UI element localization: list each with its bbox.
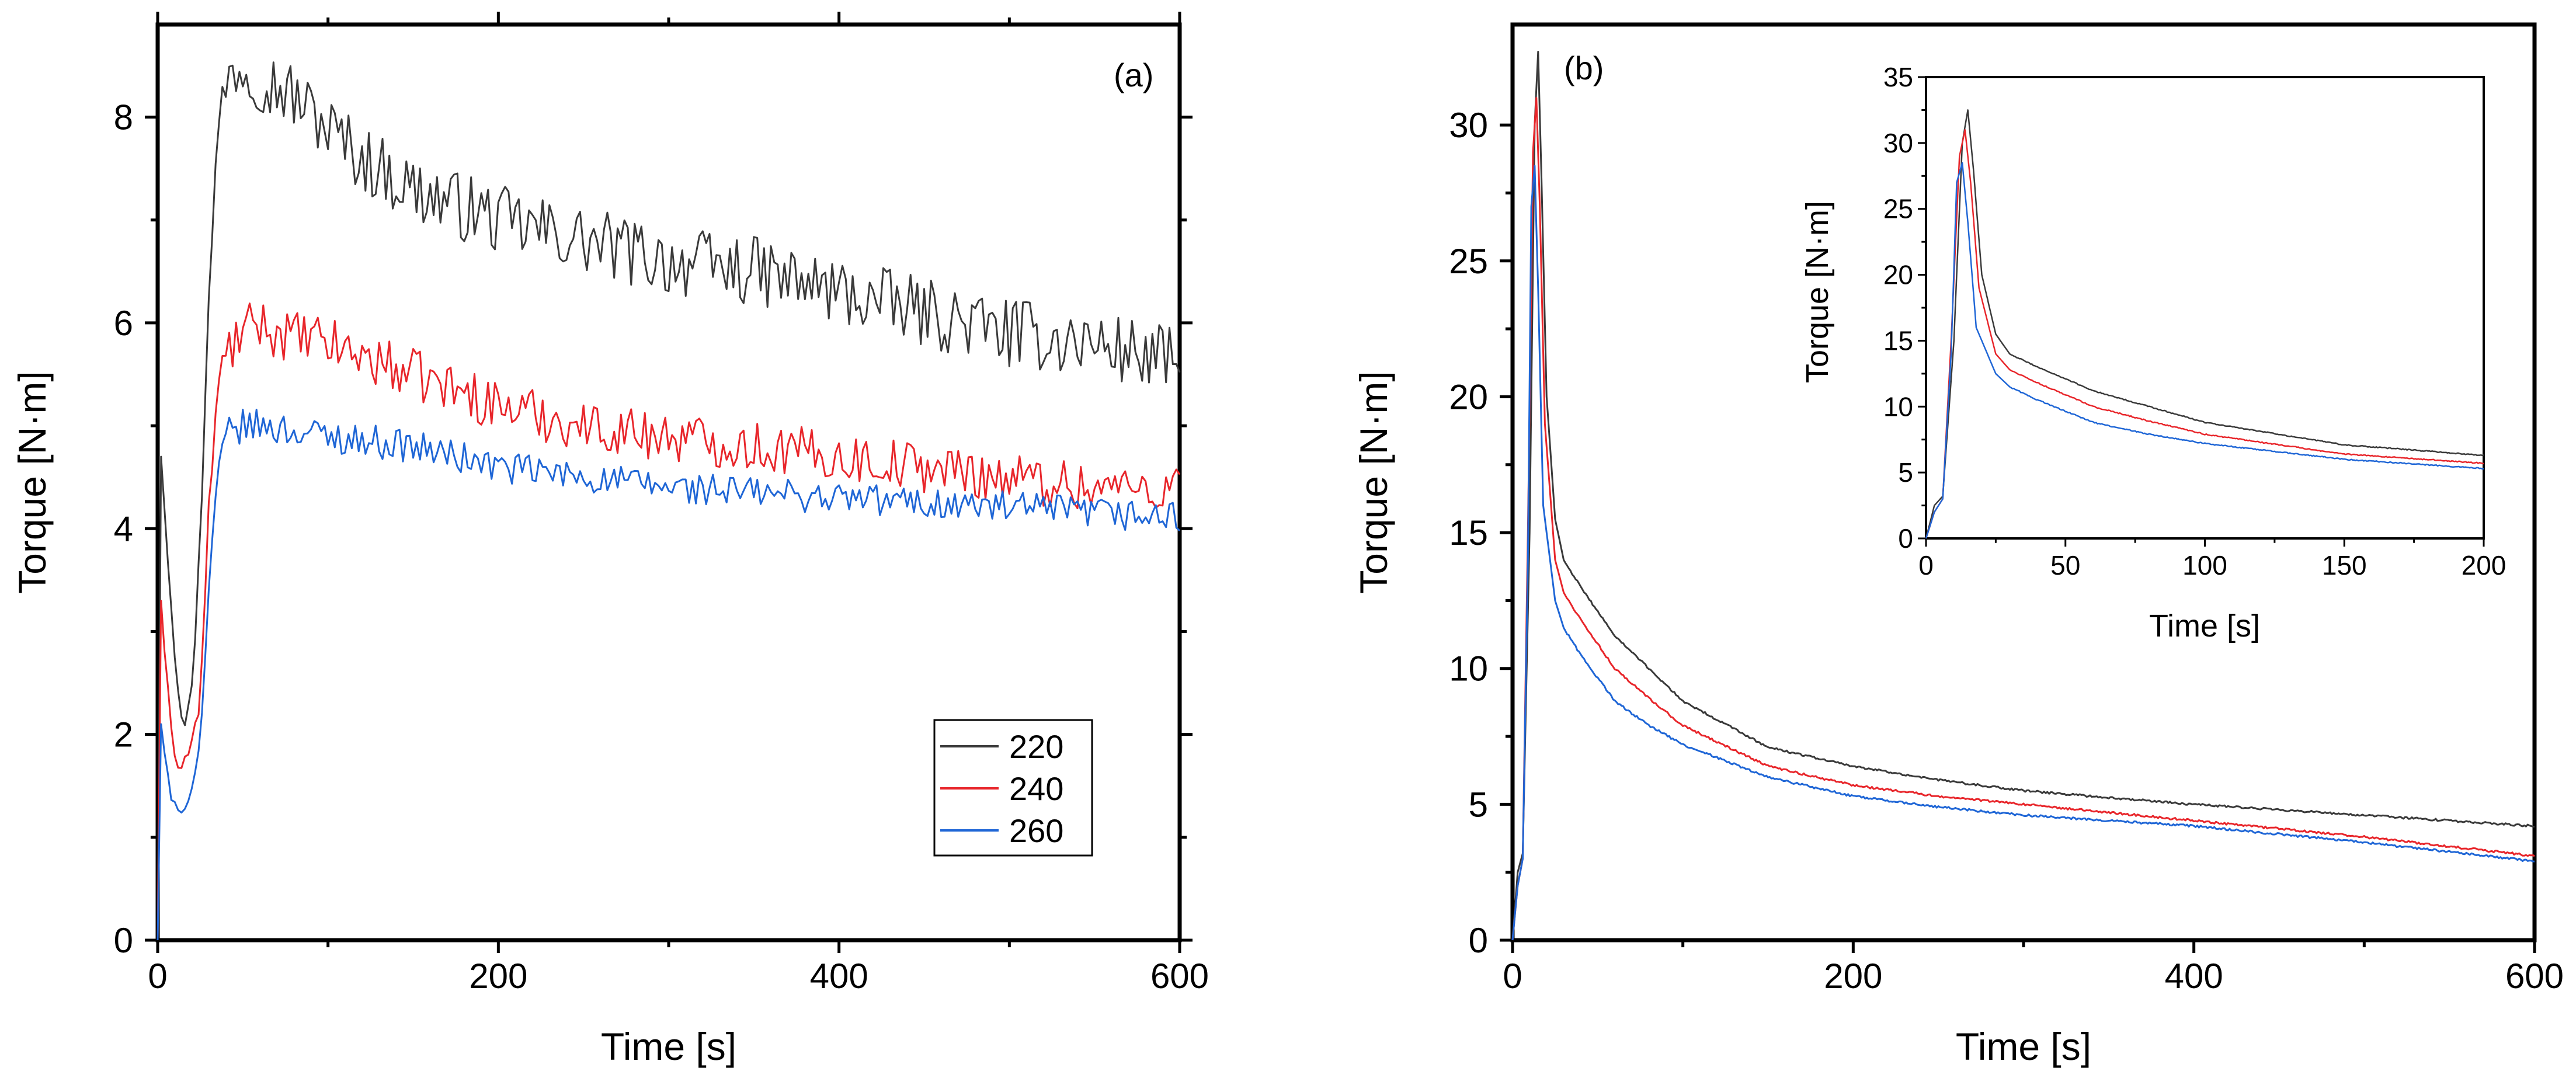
- x-tick-label: 50: [2050, 550, 2080, 580]
- y-tick-label: 10: [1449, 649, 1488, 688]
- legend-label-260: 260: [1009, 812, 1063, 849]
- panel-b-series-lines: [1511, 51, 2535, 941]
- panel-a-x-axis-title: Time [s]: [601, 1025, 736, 1068]
- y-tick-label: 30: [1449, 106, 1488, 145]
- panel-b-tag: (b): [1564, 50, 1604, 86]
- x-tick-label: 200: [1824, 957, 1882, 996]
- y-tick-label: 0: [1898, 523, 1913, 554]
- panel-a-chart: 0 200 400 600 0 2 4 6 8 (a) Time [s] Torque [N·m…: [11, 12, 1209, 1068]
- series-line-260: [157, 408, 1181, 941]
- x-tick-label: 150: [2322, 550, 2367, 580]
- y-tick-label: 0: [1469, 921, 1488, 960]
- y-tick-label: 5: [1469, 785, 1488, 824]
- series-line-220: [157, 61, 1181, 941]
- series-line-260: [1925, 162, 2484, 539]
- x-tick-label: 0: [148, 957, 167, 996]
- panel-a-y-axis-title: Torque [N·m]: [11, 371, 54, 593]
- y-tick-label: 20: [1449, 377, 1488, 416]
- y-tick-label: 15: [1883, 325, 1913, 356]
- x-tick-label: 100: [2182, 550, 2227, 580]
- x-tick-label: 600: [1150, 957, 1209, 996]
- inset-series-lines: [1925, 109, 2484, 539]
- panel-b-x-axis-title: Time [s]: [1956, 1025, 2091, 1068]
- y-tick-label: 35: [1883, 62, 1913, 92]
- y-tick-label: 6: [114, 304, 133, 343]
- inset-y-axis-title: Torque [N·m]: [1800, 201, 1835, 383]
- inset-background: [1926, 77, 2484, 538]
- series-line-240: [157, 302, 1181, 941]
- inset-axis-ticks: 0 50 100 150 200 0 5 10 15 20 25 30 35: [1883, 62, 2507, 580]
- series-line-260: [1511, 165, 2535, 941]
- x-tick-label: 200: [2462, 550, 2507, 580]
- legend-label-220: 220: [1009, 728, 1063, 765]
- y-tick-label: 8: [114, 98, 133, 137]
- y-tick-label: 0: [114, 921, 133, 960]
- series-line-220: [1511, 51, 2535, 941]
- x-tick-label: 0: [1503, 957, 1522, 996]
- y-tick-label: 25: [1883, 194, 1913, 224]
- y-tick-label: 4: [114, 509, 133, 548]
- y-tick-label: 10: [1883, 391, 1913, 422]
- panel-a-tag: (a): [1114, 57, 1153, 93]
- x-tick-label: 400: [810, 957, 868, 996]
- x-tick-label: 0: [1918, 550, 1934, 580]
- legend-label-240: 240: [1009, 770, 1063, 807]
- y-tick-label: 2: [114, 715, 133, 754]
- y-tick-label: 25: [1449, 242, 1488, 281]
- x-tick-label: 200: [469, 957, 527, 996]
- panel-b-y-axis-title: Torque [N·m]: [1352, 371, 1395, 593]
- x-tick-label: 600: [2505, 957, 2564, 996]
- series-line-240: [1925, 129, 2484, 539]
- panel-b-inset-chart: 0 50 100 150 200 0 5 10 15 20 25 30 35 Time [s] Torq…: [1800, 62, 2506, 644]
- inset-x-axis-title: Time [s]: [2149, 608, 2260, 644]
- y-tick-label: 20: [1883, 260, 1913, 290]
- y-tick-label: 5: [1898, 457, 1913, 488]
- series-line-220: [1925, 109, 2484, 539]
- panel-a-series-lines: [157, 61, 1181, 941]
- panel-a-axis-ticks: 0 200 400 600 0 2 4 6 8: [114, 12, 1209, 996]
- y-tick-label: 15: [1449, 513, 1488, 552]
- x-tick-label: 400: [2165, 957, 2223, 996]
- series-line-240: [1511, 97, 2535, 941]
- panel-a-legend: 220 240 260: [933, 719, 1093, 857]
- y-tick-label: 30: [1883, 128, 1913, 158]
